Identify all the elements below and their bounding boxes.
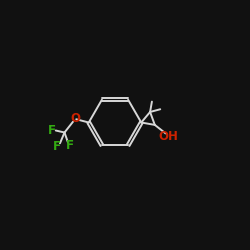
Text: OH: OH (158, 130, 178, 143)
Text: F: F (53, 140, 61, 153)
Text: F: F (48, 124, 56, 137)
Text: O: O (70, 112, 80, 124)
Text: F: F (66, 139, 74, 152)
